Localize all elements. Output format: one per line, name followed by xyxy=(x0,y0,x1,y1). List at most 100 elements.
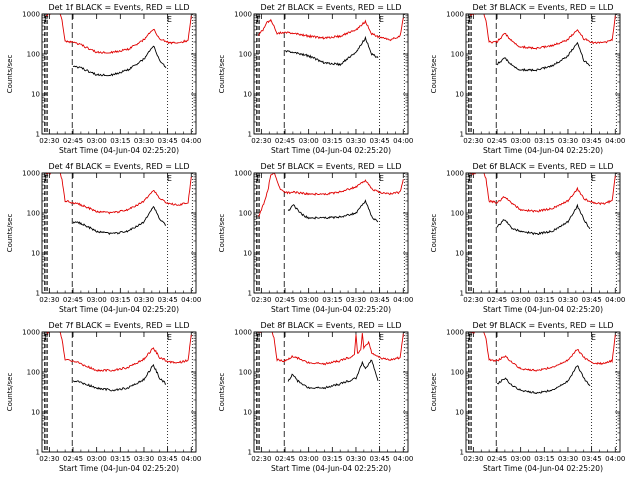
x-tick-label: 03:45 xyxy=(582,296,602,304)
x-tick-label: 03:30 xyxy=(558,137,578,145)
plot-frame xyxy=(253,13,409,135)
marker-F: F xyxy=(468,15,473,24)
panel-title: Det 1f BLACK = Events, RED = LLD xyxy=(48,3,189,12)
x-tick-label: 04:00 xyxy=(605,455,625,463)
marker-F: F xyxy=(468,174,473,183)
lightcurve-panel-2: Det 2f BLACK = Events, RED = LLD Counts/s… xyxy=(218,3,413,155)
x-tick-label: 02:45 xyxy=(487,296,507,304)
y-tick-label: 1000 xyxy=(446,329,464,337)
x-tick-label: 03:15 xyxy=(534,137,554,145)
y-tick-label: 1000 xyxy=(234,11,252,19)
x-tick-label: 03:45 xyxy=(158,455,178,463)
marker-E: E xyxy=(591,15,596,24)
x-axis-label: Start Time (04-Jun-04 02:25:20) xyxy=(483,464,603,473)
x-tick-label: 02:45 xyxy=(275,455,295,463)
series-line-lld xyxy=(257,17,404,42)
x-tick-label: 04:00 xyxy=(393,455,413,463)
x-tick-label: 03:15 xyxy=(322,137,342,145)
x-tick-label: 03:00 xyxy=(511,296,531,304)
y-tick-label: 100 xyxy=(239,51,252,59)
lightcurve-panel-4: Det 4f BLACK = Events, RED = LLD Counts/s… xyxy=(6,162,201,314)
panel-title: Det 9f BLACK = Events, RED = LLD xyxy=(472,321,613,330)
x-tick-label: 02:45 xyxy=(63,137,83,145)
x-tick-label: 03:30 xyxy=(346,455,366,463)
x-tick-label: 02:45 xyxy=(487,137,507,145)
x-tick-label: 02:30 xyxy=(251,455,271,463)
marker-E: E xyxy=(591,174,596,183)
series-line-lld xyxy=(257,332,404,366)
marker-E: E xyxy=(167,15,172,24)
marker-E: E xyxy=(379,333,384,342)
x-axis-label: Start Time (04-Jun-04 02:25:20) xyxy=(271,146,391,155)
y-tick-label: 1 xyxy=(460,131,464,139)
x-axis-label: Start Time (04-Jun-04 02:25:20) xyxy=(483,146,603,155)
y-tick-label: 10 xyxy=(31,409,40,417)
plot-frame xyxy=(465,331,621,453)
x-tick-label: 02:30 xyxy=(251,296,271,304)
y-tick-label: 1 xyxy=(248,131,252,139)
x-tick-label: 03:15 xyxy=(110,455,130,463)
x-tick-label: 03:15 xyxy=(110,296,130,304)
y-tick-label: 1 xyxy=(460,449,464,457)
marker-E: E xyxy=(167,333,172,342)
x-tick-label: 03:00 xyxy=(87,137,107,145)
panel-title: Det 6f BLACK = Events, RED = LLD xyxy=(472,162,613,171)
x-tick-label: 02:30 xyxy=(39,296,59,304)
series-line-events xyxy=(496,203,591,236)
x-tick-label: 04:00 xyxy=(393,296,413,304)
y-tick-label: 10 xyxy=(455,409,464,417)
x-tick-label: 03:45 xyxy=(370,296,390,304)
series-line-lld xyxy=(46,14,192,54)
x-tick-label: 03:00 xyxy=(511,455,531,463)
x-tick-label: 03:45 xyxy=(370,455,390,463)
lightcurve-panel-3: Det 3f BLACK = Events, RED = LLD Counts/s… xyxy=(430,3,625,155)
y-tick-label: 1 xyxy=(248,290,252,298)
x-tick-label: 03:00 xyxy=(87,455,107,463)
y-tick-label: 100 xyxy=(239,369,252,377)
lightcurve-panel-6: Det 6f BLACK = Events, RED = LLD Counts/s… xyxy=(430,162,625,314)
x-tick-label: 03:00 xyxy=(299,455,319,463)
y-tick-label: 10 xyxy=(455,250,464,258)
series-line-lld xyxy=(257,173,404,217)
marker-F: F xyxy=(44,333,49,342)
marker-F: F xyxy=(256,174,261,183)
y-axis-label: Counts/sec xyxy=(6,373,14,412)
x-tick-label: 02:30 xyxy=(463,296,483,304)
x-tick-label: 04:00 xyxy=(605,137,625,145)
y-tick-label: 1000 xyxy=(234,329,252,337)
y-tick-label: 1000 xyxy=(446,170,464,178)
y-tick-label: 1000 xyxy=(22,329,40,337)
plot-frame xyxy=(253,172,409,294)
plot-frame xyxy=(41,331,197,453)
y-tick-label: 1 xyxy=(248,449,252,457)
lightcurve-panel-5: Det 5f BLACK = Events, RED = LLD Counts/s… xyxy=(218,162,413,314)
marker-E: E xyxy=(379,174,384,183)
y-axis-label: Counts/sec xyxy=(6,55,14,94)
series-line-lld xyxy=(469,14,616,50)
y-tick-label: 100 xyxy=(451,369,464,377)
series-line-lld xyxy=(45,332,192,373)
lightcurve-panel-8: Det 8f BLACK = Events, RED = LLD Counts/s… xyxy=(218,321,413,473)
series-line-events xyxy=(72,45,167,77)
series-line-events xyxy=(72,363,167,392)
y-tick-label: 10 xyxy=(243,250,252,258)
y-axis-label: Counts/sec xyxy=(218,214,226,253)
x-tick-label: 02:45 xyxy=(275,296,295,304)
y-tick-label: 10 xyxy=(31,250,40,258)
x-tick-label: 03:45 xyxy=(158,137,178,145)
y-axis-label: Counts/sec xyxy=(430,373,438,412)
y-tick-label: 1000 xyxy=(22,11,40,19)
y-axis-label: Counts/sec xyxy=(430,214,438,253)
x-tick-label: 03:30 xyxy=(134,455,154,463)
y-tick-label: 10 xyxy=(243,409,252,417)
panel-title: Det 3f BLACK = Events, RED = LLD xyxy=(472,3,613,12)
x-tick-label: 02:45 xyxy=(63,455,83,463)
y-axis-label: Counts/sec xyxy=(218,373,226,412)
x-tick-label: 04:00 xyxy=(393,137,413,145)
x-tick-label: 02:45 xyxy=(63,296,83,304)
y-tick-label: 10 xyxy=(243,91,252,99)
x-axis-label: Start Time (04-Jun-04 02:25:20) xyxy=(483,305,603,314)
marker-E: E xyxy=(379,15,384,24)
series-line-lld xyxy=(469,173,616,213)
